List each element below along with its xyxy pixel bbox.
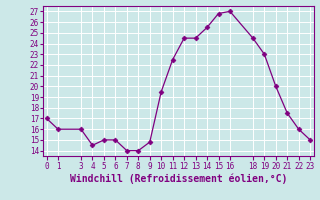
X-axis label: Windchill (Refroidissement éolien,°C): Windchill (Refroidissement éolien,°C) bbox=[70, 173, 287, 184]
